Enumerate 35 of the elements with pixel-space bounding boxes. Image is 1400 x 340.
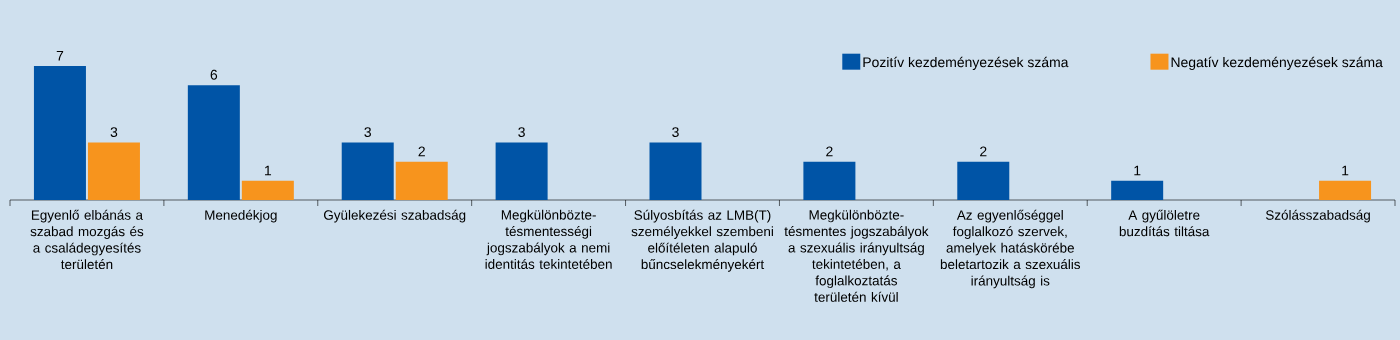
- bar: [33, 66, 86, 200]
- legend-label: Pozitív kezdeményezések száma: [863, 56, 1069, 70]
- data-label: 3: [364, 127, 371, 138]
- x-tick-label: Menedékjog: [205, 209, 277, 223]
- bar: [341, 142, 394, 200]
- data-label: 2: [980, 146, 987, 157]
- x-tick-label: Megkülönbözte-tésmentességi jogszabályok a nemi identitás tekintetében: [485, 209, 612, 269]
- x-tick-label: Gyülekezési szabadság: [324, 209, 466, 223]
- x-tick-label: A gyűlöletre buzdítás tiltása: [1119, 209, 1210, 237]
- bar: [87, 142, 140, 200]
- data-label: 3: [110, 127, 118, 138]
- bar: [495, 142, 548, 200]
- data-label: 2: [418, 146, 425, 157]
- x-tick-label: Szólásszabadság: [1265, 209, 1370, 223]
- bar: [187, 85, 240, 200]
- legend-label: Negatív kezdeményezések száma: [1171, 56, 1383, 70]
- data-label: 2: [826, 146, 833, 157]
- x-tick-label: Megkülönbözte-tésmentes jogszabályok a szexuális irányultság tekintetében, a foglalkoztatás területén kívül: [784, 209, 929, 302]
- bar: [1319, 180, 1372, 200]
- data-label: 7: [56, 50, 64, 61]
- data-label: 1: [1134, 165, 1141, 176]
- data-label: 1: [1342, 165, 1349, 176]
- x-tick-label: Egyenlő elbánás a szabad mozgás és a családegyesítés területén: [30, 209, 144, 270]
- data-label: 3: [518, 127, 525, 138]
- bar: [649, 142, 702, 200]
- bar: [1111, 180, 1164, 200]
- x-tick-label: Az egyenlőséggel foglalkozó szervek, amelyek hatáskörébe beletartozik a szexuális irányultság is: [940, 209, 1081, 289]
- data-label: 1: [265, 165, 272, 176]
- bar: [395, 161, 448, 200]
- data-label: 6: [210, 69, 218, 80]
- bar: [957, 161, 1010, 200]
- bar: [803, 161, 856, 200]
- x-tick-label: Súlyosbítás az LMB(T) személyekkel szembeni előítéleten alapuló bűncselekményekért: [631, 209, 773, 272]
- data-label: 3: [672, 127, 679, 138]
- bar: [241, 180, 294, 200]
